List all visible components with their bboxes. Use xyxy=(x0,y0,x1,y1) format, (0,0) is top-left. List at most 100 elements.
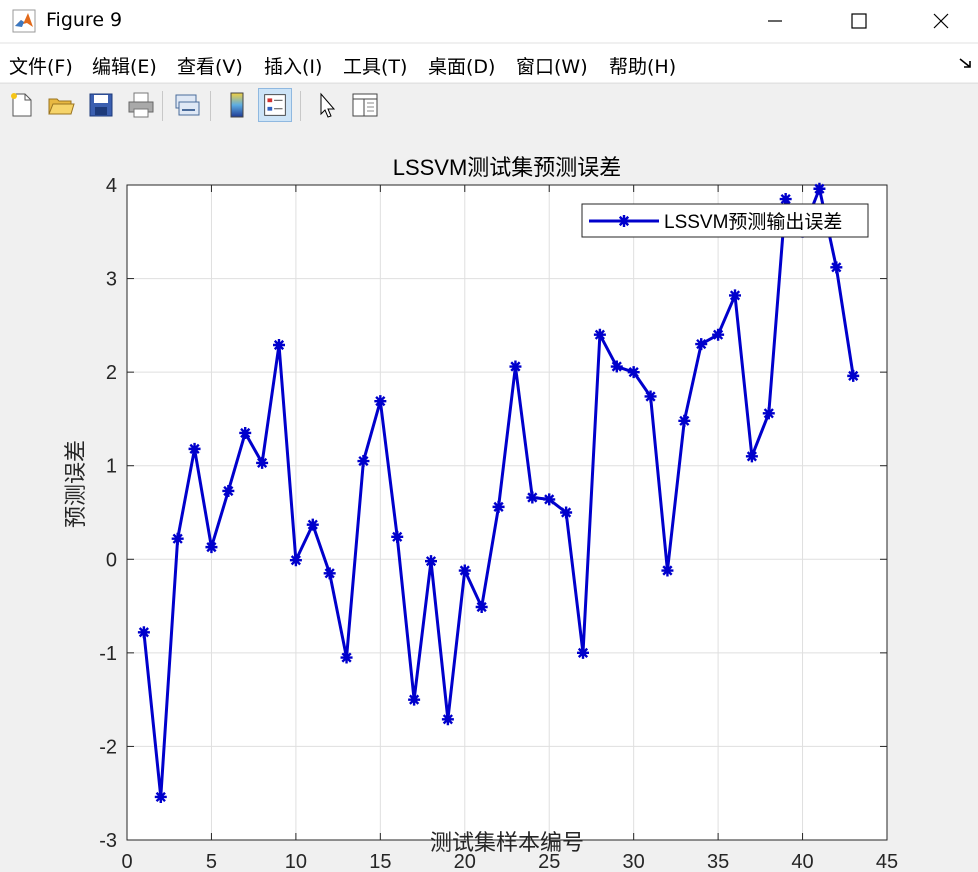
menu-file[interactable]: 文件(F) xyxy=(9,56,73,78)
toolbar xyxy=(0,83,978,129)
x-tick-label: 35 xyxy=(707,851,729,872)
menu-view[interactable]: 查看(V) xyxy=(177,56,243,78)
data-point xyxy=(256,456,269,469)
x-tick-label: 20 xyxy=(454,851,476,872)
print-icon[interactable] xyxy=(124,88,158,122)
legend-label: LSSVM预测输出误差 xyxy=(664,211,842,233)
property-inspector-icon[interactable] xyxy=(348,88,382,122)
x-tick-label: 30 xyxy=(623,851,645,872)
data-point xyxy=(222,484,235,497)
data-point xyxy=(154,790,167,803)
data-point xyxy=(137,626,150,639)
data-point xyxy=(577,646,589,659)
data-point xyxy=(441,713,454,726)
data-point xyxy=(712,328,725,341)
data-point xyxy=(779,193,792,206)
data-point xyxy=(171,532,184,545)
menu-bar: 文件(F) 编辑(E) 查看(V) 插入(I) 工具(T) 桌面(D) 窗口(W… xyxy=(0,44,978,82)
data-point xyxy=(729,289,741,302)
data-point xyxy=(644,390,657,403)
window-title: Figure 9 xyxy=(46,9,123,31)
menu-edit[interactable]: 编辑(E) xyxy=(92,56,157,78)
data-point xyxy=(188,442,201,455)
x-tick-label: 15 xyxy=(369,851,391,872)
data-point xyxy=(762,407,775,420)
data-point xyxy=(475,601,488,614)
minimize-button[interactable] xyxy=(752,0,798,42)
toolbar-separator xyxy=(210,91,211,121)
toolbar-separator xyxy=(300,91,301,121)
new-figure-icon[interactable] xyxy=(4,88,38,122)
data-point xyxy=(323,567,336,580)
legend-marker xyxy=(618,215,630,227)
open-file-icon[interactable] xyxy=(44,88,78,122)
data-point xyxy=(306,518,319,531)
axis-ticks: 0 5 10 15 20 25 30 35 40 45 -3 -2 -1 0 1 2 3 4 xyxy=(99,175,898,872)
dock-arrow-icon[interactable] xyxy=(958,55,974,71)
data-point xyxy=(830,261,843,274)
data-point xyxy=(357,455,370,468)
data-point xyxy=(678,414,691,427)
data-point xyxy=(560,506,573,519)
x-axis-label: 测试集样本编号 xyxy=(430,830,584,855)
title-bar: Figure 9 xyxy=(0,0,978,42)
x-tick-label: 45 xyxy=(876,851,898,872)
data-point xyxy=(340,651,353,664)
data-point xyxy=(745,450,758,463)
menu-help[interactable]: 帮助(H) xyxy=(609,56,677,78)
x-tick-label: 5 xyxy=(206,851,217,872)
matlab-icon xyxy=(12,9,36,33)
data-point xyxy=(273,339,285,352)
data-point xyxy=(661,564,674,577)
data-point xyxy=(391,530,404,543)
data-point xyxy=(205,541,218,554)
x-tick-label: 0 xyxy=(121,851,132,872)
colorbar-icon[interactable] xyxy=(220,88,254,122)
menu-insert[interactable]: 插入(I) xyxy=(264,56,323,78)
data-point xyxy=(408,693,421,706)
legend[interactable]: LSSVM预测输出误差 xyxy=(581,203,869,238)
y-tick-label: -2 xyxy=(99,736,117,758)
y-tick-label: -1 xyxy=(99,643,117,665)
data-point xyxy=(492,500,505,513)
data-point xyxy=(813,182,826,195)
menu-tools[interactable]: 工具(T) xyxy=(343,56,408,78)
plot-canvas[interactable]: 0 5 10 15 20 25 30 35 40 45 -3 -2 -1 0 1 2 3 4 LSSVM测试集预测… xyxy=(0,128,978,872)
save-icon[interactable] xyxy=(84,88,118,122)
menu-desktop[interactable]: 桌面(D) xyxy=(428,56,496,78)
menu-window[interactable]: 窗口(W) xyxy=(516,56,588,78)
legend-icon[interactable] xyxy=(258,88,292,122)
pointer-icon[interactable] xyxy=(310,88,344,122)
data-point xyxy=(593,328,606,341)
y-tick-label: 2 xyxy=(106,362,117,384)
axes-box xyxy=(126,184,888,841)
data-point xyxy=(374,395,387,408)
y-axis-label: 预测误差 xyxy=(63,440,88,528)
y-tick-label: 0 xyxy=(106,549,117,571)
y-tick-label: 1 xyxy=(106,456,117,478)
data-point xyxy=(610,360,623,373)
x-tick-label: 25 xyxy=(538,851,560,872)
data-point xyxy=(695,338,708,351)
x-tick-label: 10 xyxy=(285,851,307,872)
maximize-button[interactable] xyxy=(836,0,882,42)
x-tick-label: 40 xyxy=(791,851,813,872)
axes-background xyxy=(127,185,887,840)
data-point xyxy=(847,369,860,382)
chart-title: LSSVM测试集预测误差 xyxy=(393,155,622,180)
data-point xyxy=(509,360,522,373)
link-plot-icon[interactable] xyxy=(170,88,204,122)
toolbar-separator xyxy=(162,91,163,121)
data-point xyxy=(425,555,437,568)
data-point xyxy=(627,366,640,379)
data-point xyxy=(618,215,630,227)
data-point xyxy=(289,554,302,567)
y-tick-label: -3 xyxy=(99,830,117,852)
data-point xyxy=(239,426,252,439)
data-point xyxy=(543,493,556,506)
close-button[interactable] xyxy=(918,0,964,42)
data-point xyxy=(526,491,539,504)
y-tick-label: 4 xyxy=(106,175,117,197)
data-point xyxy=(458,564,471,577)
y-tick-label: 3 xyxy=(106,269,117,291)
